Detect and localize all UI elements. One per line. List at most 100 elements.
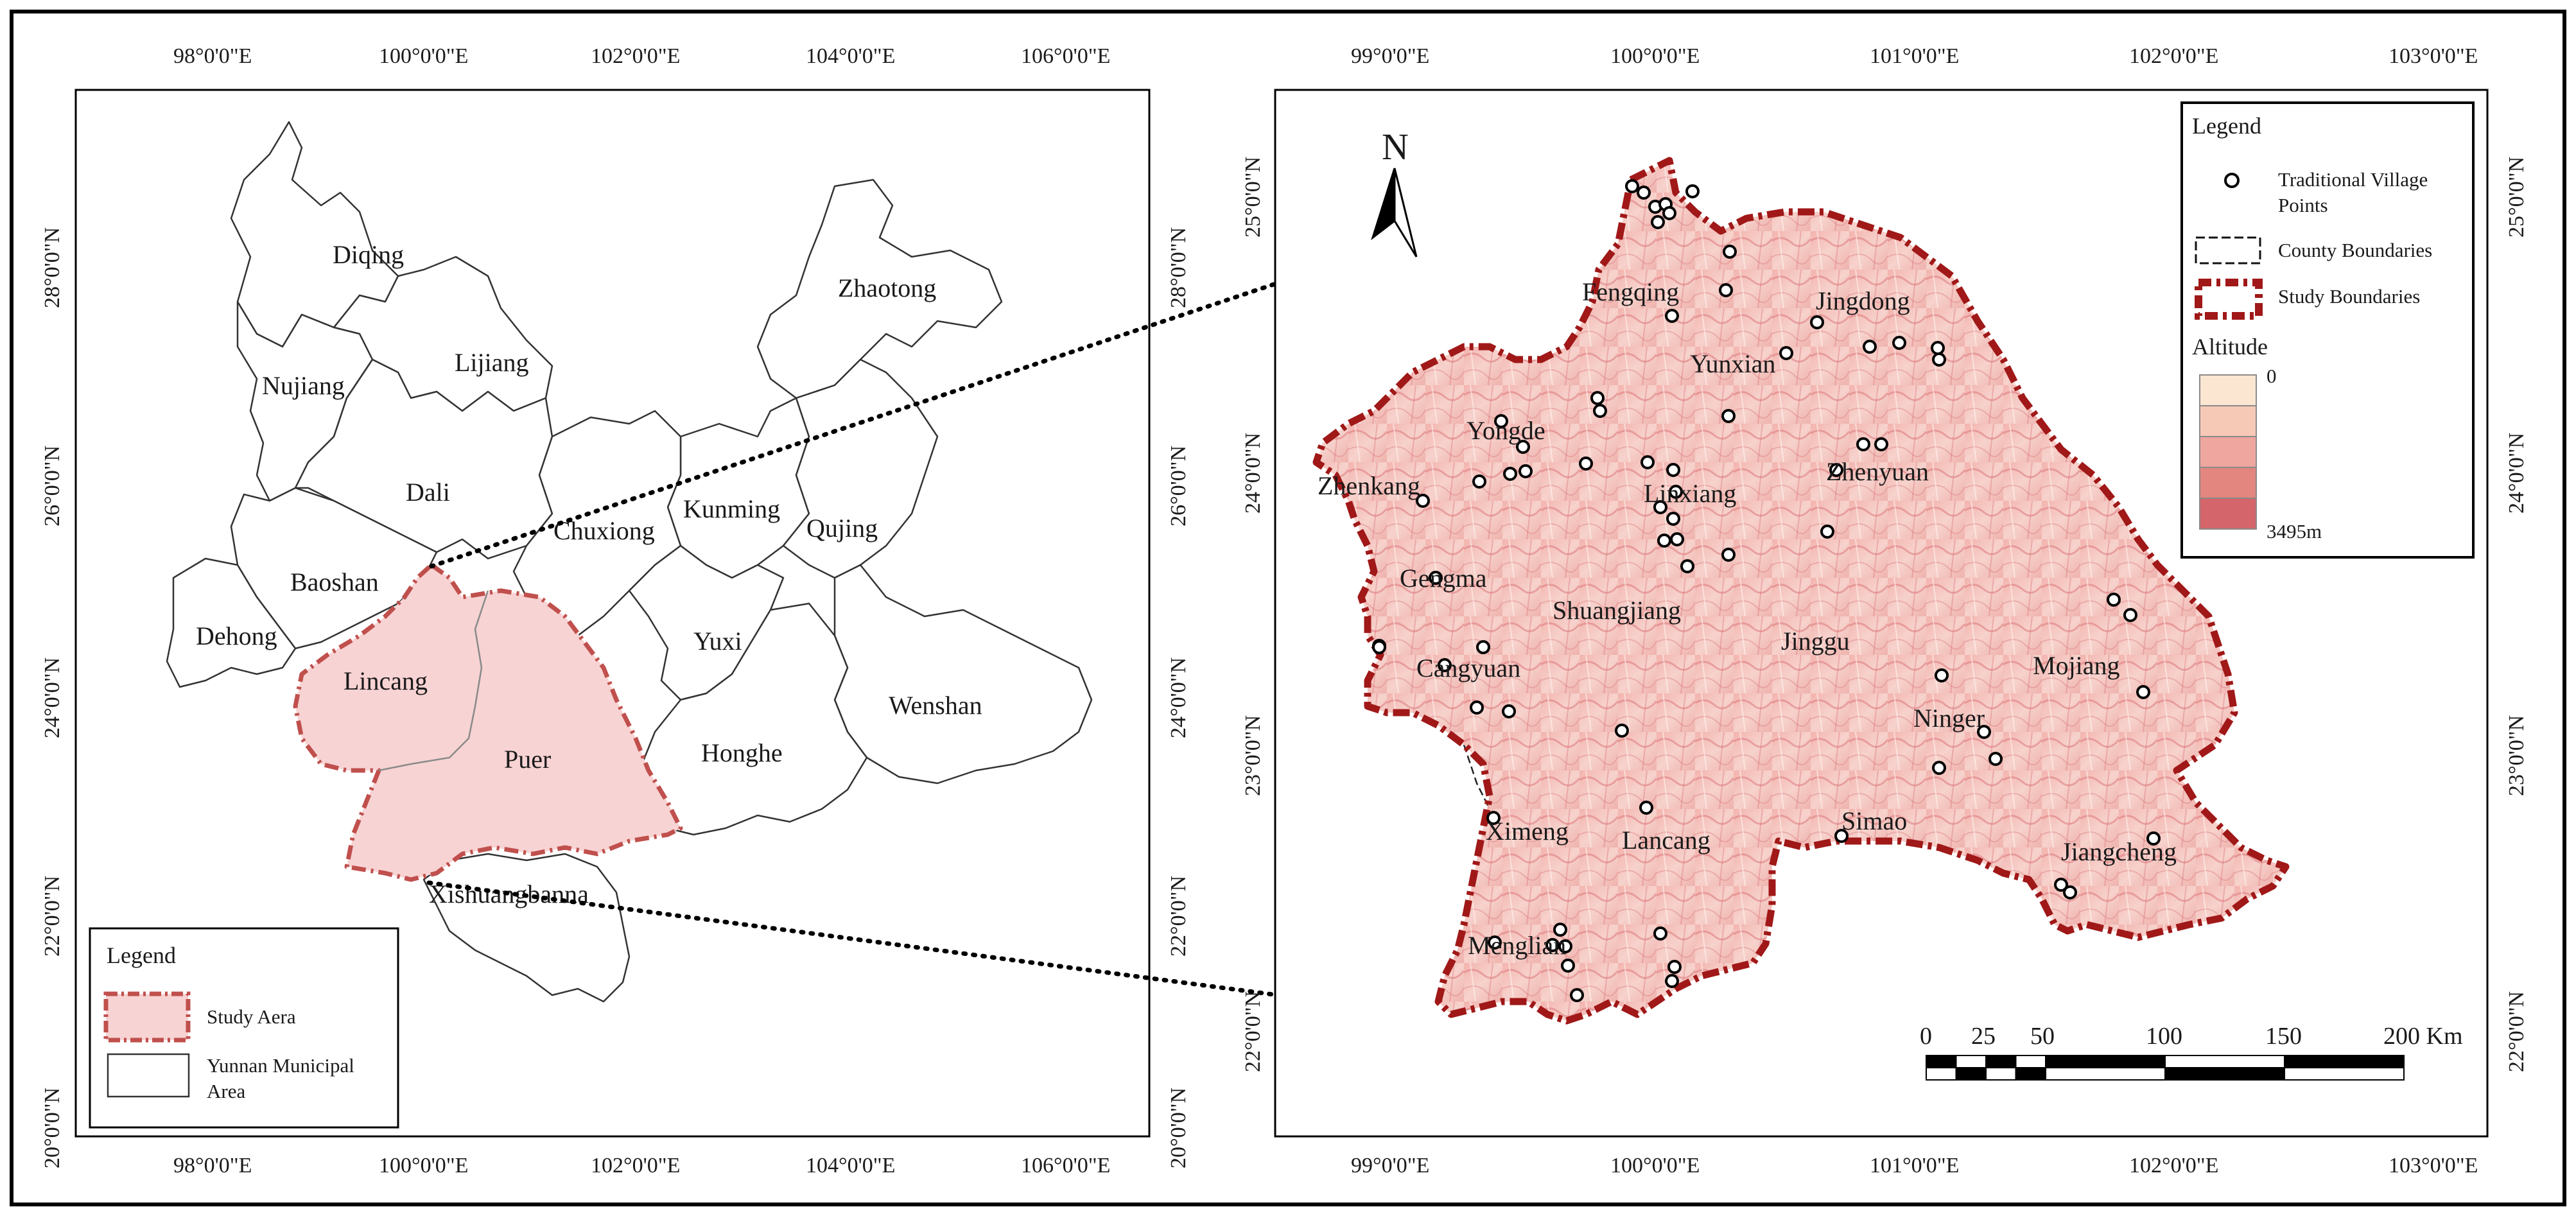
village-point xyxy=(1579,456,1593,471)
label-jinggu: Jinggu xyxy=(1781,627,1850,656)
altitude-ramp-step xyxy=(2199,436,2257,468)
label-ximeng: Ximeng xyxy=(1486,817,1569,846)
scale-label: 50 xyxy=(2030,1023,2055,1050)
village-point xyxy=(1416,494,1430,508)
tick-lat: 20°0'0"N xyxy=(1167,1088,1190,1168)
village-point xyxy=(1719,283,1733,297)
village-point xyxy=(2146,831,2161,846)
village-point xyxy=(1653,500,1667,514)
tick-lon: 106°0'0"E xyxy=(1021,1154,1110,1177)
region-xishuangbanna xyxy=(422,853,631,1003)
village-point xyxy=(1874,437,1888,451)
village-point-icon xyxy=(2224,173,2240,188)
village-points xyxy=(1372,179,2161,1002)
left-legend-title: Legend xyxy=(107,942,176,968)
label-diqing: Diqing xyxy=(333,240,404,269)
scale-bar-segment xyxy=(2164,1055,2285,1068)
village-point xyxy=(1470,700,1484,715)
label-qujing: Qujing xyxy=(806,514,878,543)
village-point xyxy=(1429,571,1443,585)
left-legend-label-study: Study Aera xyxy=(207,1005,296,1028)
scale-bar-segment xyxy=(1926,1067,1957,1081)
village-point xyxy=(1615,724,1629,738)
label-honghe: Honghe xyxy=(701,738,783,767)
county-labels: Fengqing Jingdong Yunxian Yongde Zhenkan… xyxy=(1318,277,2177,960)
village-point xyxy=(1494,414,1508,428)
village-point xyxy=(1667,960,1682,974)
village-point xyxy=(1593,404,1607,418)
tick-lon: 102°0'0"E xyxy=(2129,44,2218,68)
village-point xyxy=(1779,346,1793,360)
north-arrow: N xyxy=(1371,126,1418,257)
tick-lat: 24°0'0"N xyxy=(40,657,64,738)
label-dehong: Dehong xyxy=(196,621,277,650)
tick-lat: 24°0'0"N xyxy=(1241,433,1265,514)
label-ninger: Ninger xyxy=(1913,704,1985,733)
scale-bar-segment xyxy=(1985,1055,2017,1068)
region-zhaotong xyxy=(756,178,1003,399)
right-legend: Legend Traditional Village Points County… xyxy=(2180,101,2475,559)
village-point xyxy=(1502,704,1516,718)
legend-label-county: County Boundaries xyxy=(2278,239,2432,261)
village-point xyxy=(1662,206,1676,220)
right-lat-ticks-left: 25°0'0"N 24°0'0"N 23°0'0"N 22°0'0"N xyxy=(1241,157,1265,1072)
village-point xyxy=(1558,939,1572,953)
label-kunming: Kunming xyxy=(683,494,780,523)
village-point xyxy=(2054,878,2068,892)
label-zhenkang: Zhenkang xyxy=(1318,471,1420,500)
village-point xyxy=(1372,640,1386,654)
village-point xyxy=(1472,474,1486,489)
scale-bar-segment xyxy=(2015,1055,2046,1068)
left-lon-ticks-top: 98°0'0"E 100°0'0"E 102°0'0"E 104°0'0"E 1… xyxy=(173,44,1110,68)
scale-bar-segment xyxy=(2284,1067,2405,1081)
village-point xyxy=(1653,926,1667,941)
tick-lon: 100°0'0"E xyxy=(1610,1154,1700,1177)
village-point xyxy=(1665,309,1679,323)
legend-label-line: Yunnan Municipal xyxy=(207,1054,354,1077)
village-point xyxy=(1935,668,1949,682)
left-lat-ticks-right: 28°0'0"N 26°0'0"N 24°0'0"N 22°0'0"N 20°0… xyxy=(1167,227,1190,1168)
scale-bar-segment xyxy=(2164,1067,2285,1081)
figure-border xyxy=(10,10,2566,1206)
village-point xyxy=(1488,935,1502,950)
label-lancang: Lancang xyxy=(1622,826,1710,855)
tick-lon: 102°0'0"E xyxy=(2129,1154,2218,1177)
study-area-outline xyxy=(293,562,683,882)
label-zhaotong: Zhaotong xyxy=(838,274,936,302)
scale-bar-segment xyxy=(1926,1055,1957,1068)
village-point xyxy=(1721,409,1736,423)
label-wenshan: Wenshan xyxy=(889,691,982,720)
right-lat-ticks-right: 25°0'0"N 24°0'0"N 23°0'0"N 22°0'0"N xyxy=(2505,157,2528,1072)
scale-bar-segment xyxy=(2045,1067,2166,1081)
tick-lon: 103°0'0"E xyxy=(2389,1154,2478,1177)
tick-lon: 100°0'0"E xyxy=(379,44,468,68)
label-menglian: Menglian xyxy=(1468,931,1566,960)
village-point xyxy=(1856,437,1870,451)
tick-lon: 102°0'0"E xyxy=(591,1154,680,1177)
right-map: Fengqing Jingdong Yunxian Yongde Zhenkan… xyxy=(1241,44,2528,1177)
label-cangyuan: Cangyuan xyxy=(1416,654,1520,682)
legend-label-study: Study Boundaries xyxy=(2278,285,2420,308)
scale-label: 100 xyxy=(2146,1023,2182,1050)
yunnan-prefectures xyxy=(166,121,1093,1003)
tick-lat: 24°0'0"N xyxy=(1167,657,1190,738)
village-point xyxy=(1503,467,1517,481)
village-point xyxy=(1438,658,1452,672)
label-jiangcheng: Jiangcheng xyxy=(2061,837,2177,866)
label-lijiang: Lijiang xyxy=(455,348,529,377)
village-point xyxy=(1989,752,2003,766)
region-labels: Diqing Zhaotong Lijiang Nujiang Dali Kun… xyxy=(196,240,982,908)
tick-lat: 28°0'0"N xyxy=(40,227,64,308)
left-map: Diqing Zhaotong Lijiang Nujiang Dali Kun… xyxy=(40,44,1190,1177)
village-point xyxy=(1723,245,1737,259)
right-lon-ticks-bottom: 99°0'0"E 100°0'0"E 101°0'0"E 102°0'0"E 1… xyxy=(1351,1154,2478,1177)
scale-bar-segment xyxy=(1955,1067,1987,1081)
altitude-ramp-step xyxy=(2199,405,2257,437)
village-point xyxy=(1561,959,1575,973)
tick-lon: 102°0'0"E xyxy=(591,44,680,68)
village-point xyxy=(1666,463,1680,477)
altitude-ramp xyxy=(2199,374,2257,530)
tick-lat: 22°0'0"N xyxy=(2505,991,2528,1072)
village-point xyxy=(2123,608,2137,622)
